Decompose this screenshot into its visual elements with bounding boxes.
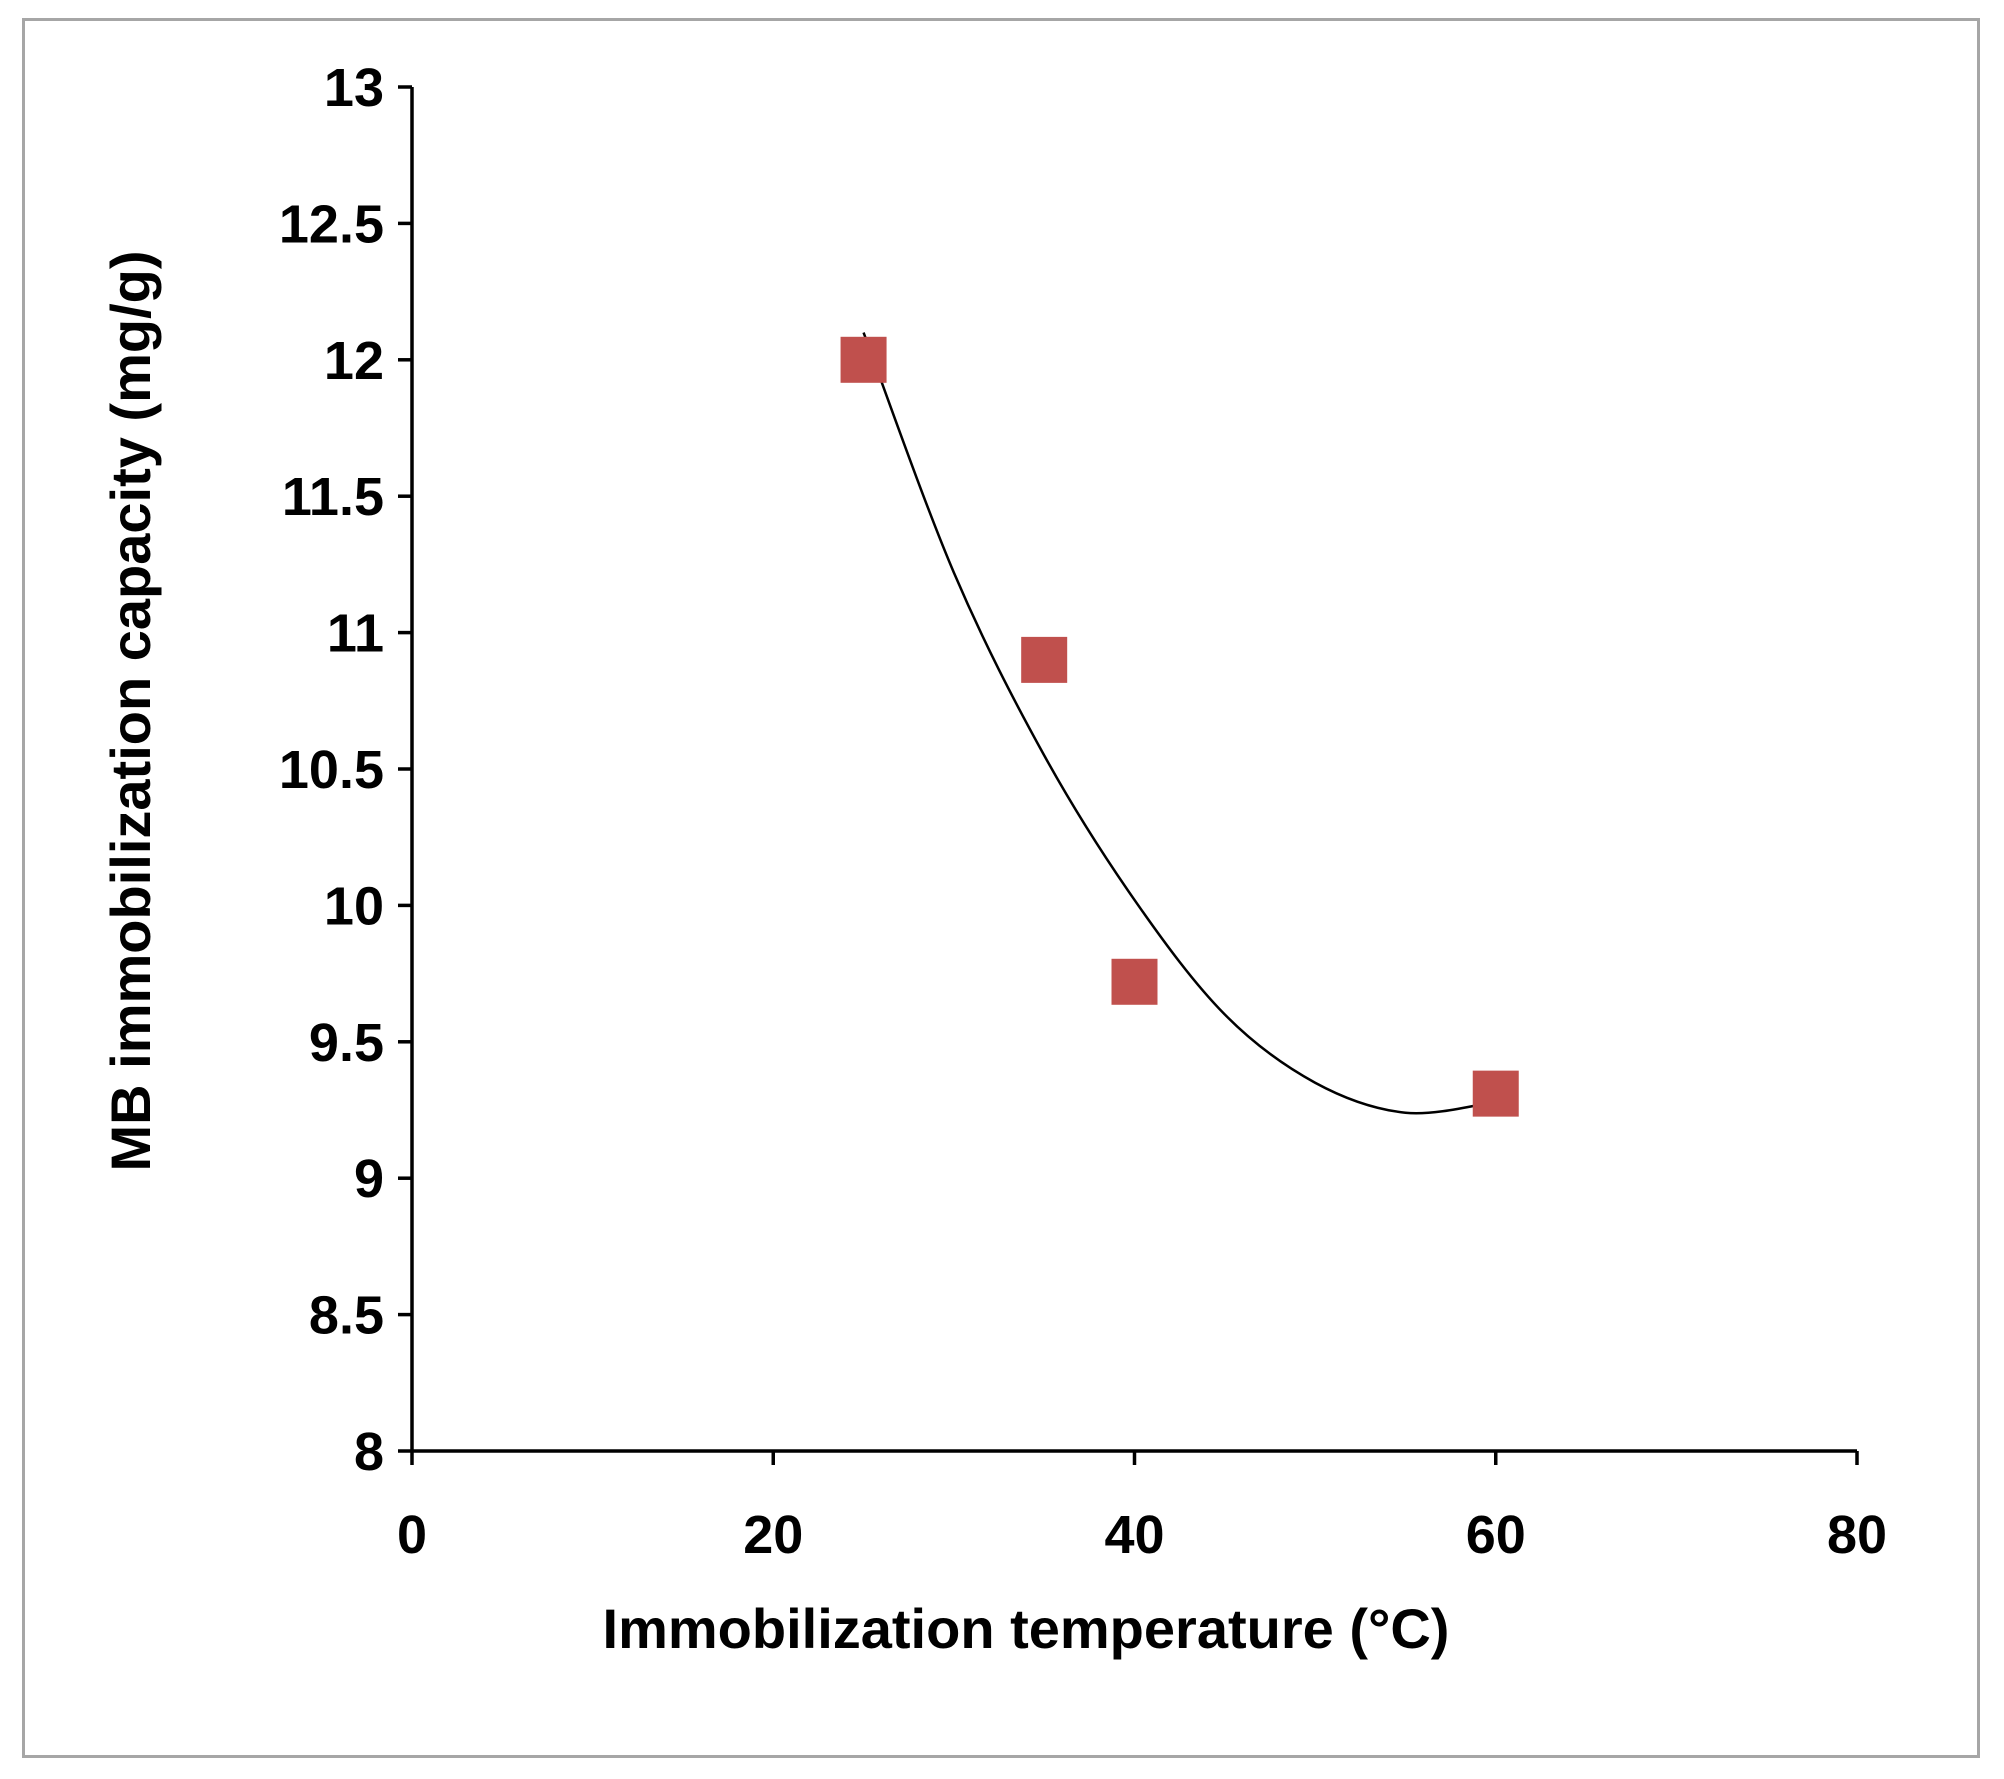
data-point xyxy=(1472,1070,1519,1117)
y-tick-label: 8 xyxy=(354,1422,384,1482)
y-tick-label: 11 xyxy=(327,604,384,664)
axes xyxy=(410,87,1857,1453)
data-point xyxy=(840,336,887,383)
y-tick-label: 12 xyxy=(324,331,384,391)
y-tick-label: 11.5 xyxy=(282,467,384,527)
y-axis-title: MB immobilization capacity (mg/g) xyxy=(99,251,162,1172)
y-tick-label: 10.5 xyxy=(279,740,384,800)
data-point xyxy=(1021,636,1068,683)
x-tick-label: 60 xyxy=(1466,1505,1526,1565)
tick-labels: 8 8.5 9 9.5 10 10.5 11 11.5 12 12.5 13 0 20 40 60 80 xyxy=(279,58,1887,1565)
x-axis-title: Immobilization temperature (°C) xyxy=(603,1597,1450,1660)
y-tick-label: 9.5 xyxy=(309,1013,384,1073)
x-tick-label: 80 xyxy=(1827,1505,1887,1565)
y-tick-label: 9 xyxy=(354,1149,384,1209)
data-point xyxy=(1111,958,1158,1005)
x-tick-label: 0 xyxy=(397,1505,427,1565)
y-tick-label: 8.5 xyxy=(309,1286,384,1346)
x-tick-label: 40 xyxy=(1104,1505,1164,1565)
y-tick-label: 10 xyxy=(324,876,384,936)
data-points xyxy=(840,336,1519,1117)
scatter-chart: 8 8.5 9 9.5 10 10.5 11 11.5 12 12.5 13 0 20 40 60 80 Im… xyxy=(99,58,1887,1660)
y-tick-label: 13 xyxy=(324,58,384,118)
y-tick-label: 12.5 xyxy=(279,194,384,254)
x-tick-label: 20 xyxy=(743,1505,803,1565)
trendline xyxy=(862,332,1496,1115)
ticks xyxy=(398,85,1859,1465)
chart-frame: 8 8.5 9 9.5 10 10.5 11 11.5 12 12.5 13 0 20 40 60 80 Im… xyxy=(22,18,1980,1758)
